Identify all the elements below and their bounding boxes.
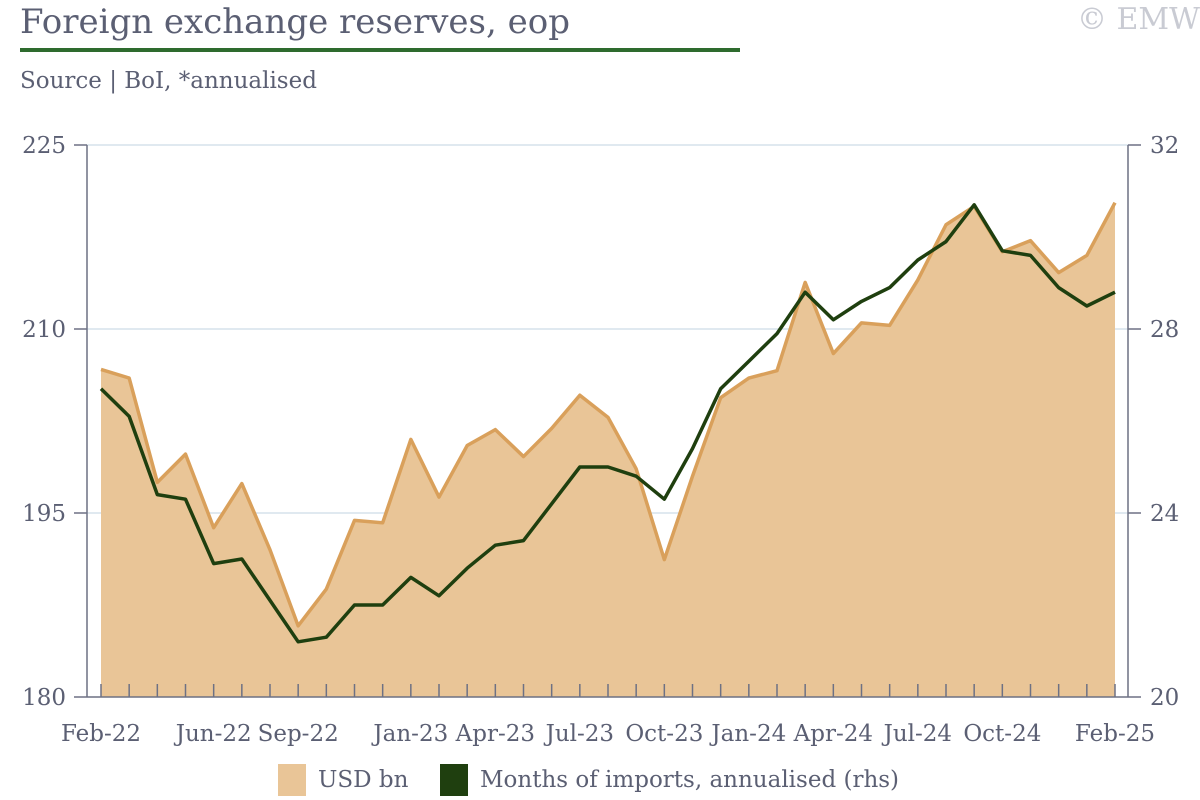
x-tick-label: Oct-24	[963, 721, 1041, 747]
legend-label-months: Months of imports, annualised (rhs)	[480, 767, 900, 793]
x-tick-label: Jul-23	[544, 721, 614, 747]
legend: USD bn Months of imports, annualised (rh…	[0, 764, 1200, 800]
y-tick-label-right: 24	[1150, 501, 1179, 527]
legend-swatch-months	[440, 764, 468, 796]
legend-swatch-usd	[278, 764, 306, 796]
area-usd-fill	[101, 202, 1115, 698]
watermark: © EMW	[1077, 2, 1200, 37]
legend-item-months: Months of imports, annualised (rhs)	[440, 764, 899, 796]
chart-subtitle: Source | BoI, *annualised	[20, 68, 317, 94]
y-tick-label-left: 180	[22, 685, 66, 711]
y-tick-label-right: 32	[1150, 133, 1179, 159]
x-tick-label: Apr-24	[793, 721, 873, 747]
x-tick-label: Jan-23	[371, 721, 448, 747]
x-tick-label: Oct-23	[625, 721, 703, 747]
x-tick-label: Jul-24	[882, 721, 952, 747]
x-tick-label: Sep-22	[258, 721, 339, 747]
y-tick-label-left: 210	[22, 317, 66, 343]
x-tick-label: Jun-22	[174, 721, 252, 747]
x-tick-label: Jan-24	[709, 721, 786, 747]
y-tick-label-right: 20	[1150, 685, 1179, 711]
y-tick-label-left: 225	[22, 133, 66, 159]
line-months-of-imports	[99, 203, 1116, 644]
x-tick-label: Feb-22	[61, 721, 141, 747]
legend-item-usd: USD bn	[278, 764, 408, 796]
legend-label-usd: USD bn	[318, 767, 409, 793]
y-tick-label-left: 195	[22, 501, 66, 527]
area-usd-line	[100, 201, 1117, 628]
y-tick-label-right: 28	[1150, 317, 1179, 343]
x-tick-label: Apr-23	[455, 721, 535, 747]
title-underline	[20, 48, 740, 52]
chart-title: Foreign exchange reserves, eop	[20, 2, 570, 42]
x-tick-label: Feb-25	[1075, 721, 1155, 747]
